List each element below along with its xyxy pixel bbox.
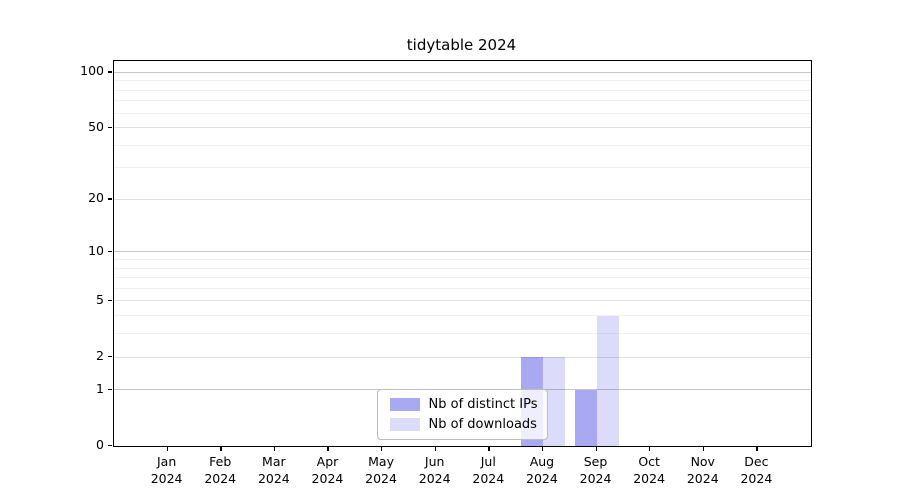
- x-axis-tick: [595, 447, 597, 451]
- legend: Nb of distinct IPs Nb of downloads: [376, 389, 549, 440]
- y-axis-tick-label: 2: [96, 348, 104, 364]
- gridline-minor: [114, 277, 811, 279]
- bar-sep-2024-distinct-ips: [574, 389, 597, 446]
- legend-swatch-distinct-ips: [389, 398, 420, 411]
- gridline-labeled: [114, 127, 811, 129]
- x-axis-tick-label: Jul 2024: [472, 454, 505, 486]
- x-axis-tick-label: Aug 2024: [526, 454, 558, 486]
- y-axis-tick-label: 20: [88, 190, 104, 206]
- legend-item-distinct-ips: Nb of distinct IPs: [389, 397, 538, 412]
- y-axis-tick: [108, 250, 112, 253]
- legend-label-distinct-ips: Nb of distinct IPs: [428, 397, 538, 412]
- x-axis-tick-label: Sep 2024: [579, 454, 612, 486]
- y-axis-tick-label: 5: [96, 291, 104, 307]
- y-axis-tick-label: 50: [88, 118, 104, 134]
- legend-item-downloads: Nb of downloads: [389, 417, 538, 432]
- gridline-minor: [114, 89, 811, 91]
- gridline-minor: [114, 80, 811, 82]
- y-axis-tick-label: 100: [80, 63, 104, 79]
- gridline-minor: [114, 100, 811, 102]
- y-axis-tick: [108, 198, 112, 200]
- x-axis-tick: [434, 447, 436, 451]
- gridline-minor: [114, 167, 811, 169]
- x-axis-tick: [488, 447, 490, 451]
- x-axis-tick-label: Mar 2024: [257, 454, 290, 486]
- x-axis-tick-label: Feb 2024: [204, 454, 237, 486]
- y-axis-tick-label: 10: [88, 242, 104, 258]
- x-axis-tick-label: Jun 2024: [418, 454, 451, 486]
- gridline-decade: [114, 71, 811, 73]
- gridline-labeled: [114, 198, 811, 200]
- y-axis-tick: [108, 356, 112, 358]
- gridline-minor: [114, 259, 811, 260]
- legend-label-downloads: Nb of downloads: [428, 417, 537, 432]
- gridline-minor: [114, 267, 811, 269]
- x-axis-tick: [541, 447, 544, 451]
- x-axis-tick-label: Oct 2024: [633, 454, 666, 486]
- x-axis-tick-label: Nov 2024: [686, 454, 719, 486]
- gridline-labeled: [114, 356, 811, 358]
- x-axis-tick: [220, 447, 222, 451]
- chart-title: tidytable 2024: [406, 36, 517, 54]
- gridline-minor: [114, 333, 811, 335]
- x-axis-tick: [649, 447, 651, 451]
- x-axis-tick-label: Dec 2024: [740, 454, 773, 486]
- y-axis-tick-label: 1: [96, 380, 104, 396]
- y-axis-tick: [108, 445, 112, 447]
- gridline-labeled: [114, 300, 811, 302]
- gridline-minor: [114, 112, 811, 114]
- x-axis-tick: [756, 447, 758, 451]
- gridline-minor: [114, 315, 811, 317]
- x-axis-tick: [381, 447, 383, 451]
- x-axis-tick: [166, 447, 168, 451]
- y-axis-tick: [108, 126, 112, 128]
- y-axis-tick: [108, 71, 112, 73]
- legend-swatch-downloads: [389, 418, 420, 431]
- bar-sep-2024-downloads: [596, 315, 619, 446]
- y-axis-tick: [108, 388, 112, 391]
- gridline-minor: [114, 144, 811, 146]
- y-axis-tick: [108, 299, 112, 302]
- x-axis-tick-label: May 2024: [365, 454, 397, 486]
- y-axis-tick-label: 0: [96, 437, 104, 452]
- gridline-decade: [114, 251, 811, 253]
- x-axis-tick-label: Apr 2024: [311, 454, 344, 486]
- x-axis-tick: [702, 447, 705, 451]
- plot-area: Nb of distinct IPs Nb of downloads: [113, 60, 812, 447]
- gridline-minor: [114, 287, 811, 289]
- x-axis-tick-label: Jan 2024: [150, 454, 183, 486]
- x-axis-tick: [327, 447, 329, 451]
- x-axis-tick: [273, 447, 276, 451]
